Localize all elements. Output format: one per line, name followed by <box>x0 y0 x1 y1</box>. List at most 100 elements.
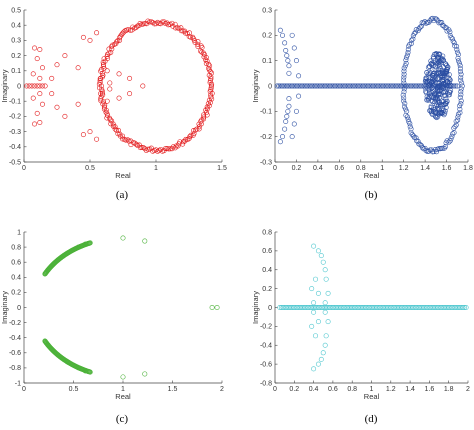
data-point <box>362 83 368 89</box>
y-tick-label: 0.2 <box>262 33 272 40</box>
data-point <box>107 86 113 92</box>
data-point <box>320 350 326 356</box>
x-tick-label: 0.2 <box>292 165 302 172</box>
data-point <box>353 83 359 89</box>
data-point <box>458 77 464 83</box>
data-point <box>137 145 143 151</box>
data-point <box>457 106 463 112</box>
data-point <box>423 75 429 81</box>
y-tick-label: -0.8 <box>9 365 21 372</box>
data-point <box>62 53 68 59</box>
data-point <box>283 48 289 54</box>
data-point <box>173 25 179 31</box>
x-tick-label: 0 <box>273 165 277 172</box>
data-point <box>355 83 361 89</box>
data-point <box>297 83 303 89</box>
y-tick-label: -0.2 <box>9 114 21 121</box>
data-point <box>128 138 134 144</box>
data-point <box>401 65 407 71</box>
data-point <box>367 83 373 89</box>
data-point <box>178 25 184 31</box>
data-point <box>436 83 442 89</box>
data-point <box>32 121 38 127</box>
data-point <box>322 342 328 348</box>
data-point <box>444 83 450 89</box>
data-point <box>285 58 291 64</box>
data-point <box>447 77 453 83</box>
data-point <box>391 83 397 89</box>
y-tick-label: -0.6 <box>260 361 272 368</box>
data-point <box>429 85 435 91</box>
data-point <box>451 83 457 89</box>
data-point <box>429 97 435 103</box>
data-point <box>368 83 374 89</box>
y-tick-label: -0.6 <box>9 350 21 357</box>
data-point <box>459 80 465 86</box>
data-point <box>162 146 168 152</box>
data-point <box>401 74 407 80</box>
data-point <box>99 71 105 77</box>
data-point <box>293 58 299 64</box>
data-point <box>289 83 295 89</box>
data-point <box>439 110 445 116</box>
data-point <box>291 83 297 89</box>
data-point <box>142 21 148 27</box>
data-point <box>307 83 313 89</box>
y-tick-label: 0.2 <box>262 286 272 293</box>
data-point <box>440 64 446 70</box>
data-point <box>203 110 209 116</box>
data-point <box>457 63 463 69</box>
data-point <box>120 374 126 380</box>
data-point <box>209 304 215 310</box>
data-point <box>459 83 465 89</box>
y-tick-label: 0.8 <box>11 244 21 251</box>
data-point <box>75 101 81 107</box>
data-point <box>431 83 437 89</box>
data-point <box>112 126 118 132</box>
data-point <box>323 333 329 339</box>
data-point <box>311 366 317 372</box>
data-point <box>155 19 161 25</box>
data-point <box>182 28 188 34</box>
x-tick-label: 0.4 <box>309 386 319 393</box>
data-point <box>455 114 461 120</box>
data-point <box>192 39 198 45</box>
data-point <box>206 103 212 109</box>
data-point <box>286 103 292 109</box>
data-point <box>284 113 290 119</box>
data-point <box>430 95 436 101</box>
data-point <box>433 83 439 89</box>
data-point <box>32 83 38 89</box>
data-point <box>110 42 116 48</box>
data-point <box>208 83 214 89</box>
data-point <box>458 86 464 92</box>
data-point <box>373 83 379 89</box>
data-point <box>296 93 302 99</box>
data-point <box>448 35 454 41</box>
data-point <box>458 101 464 107</box>
data-point <box>430 108 436 114</box>
x-axis-label: Real <box>364 392 380 401</box>
data-point <box>285 108 291 114</box>
data-point <box>116 127 122 133</box>
data-point <box>113 127 119 133</box>
data-point <box>101 99 107 105</box>
data-point <box>450 131 456 137</box>
data-point <box>282 40 288 46</box>
data-point <box>452 43 458 49</box>
data-point <box>325 290 331 296</box>
data-point <box>439 70 445 76</box>
data-point <box>327 83 333 89</box>
data-point <box>426 83 432 89</box>
x-axis-label: Real <box>364 171 380 180</box>
data-point <box>332 83 338 89</box>
panel-2: 0 0.2 0.4 0.6 0.8 1 1.2 1.4 1.6 1.8 -0.3 -0.2 -0.1 0 0… <box>251 7 473 180</box>
data-point <box>30 71 36 77</box>
data-point <box>396 83 402 89</box>
y-tick-label: 0.4 <box>11 23 21 30</box>
data-point <box>277 83 283 89</box>
y-tick-label: 0 <box>17 305 21 312</box>
data-point <box>447 138 453 144</box>
data-point <box>206 61 212 67</box>
data-point <box>403 54 409 60</box>
